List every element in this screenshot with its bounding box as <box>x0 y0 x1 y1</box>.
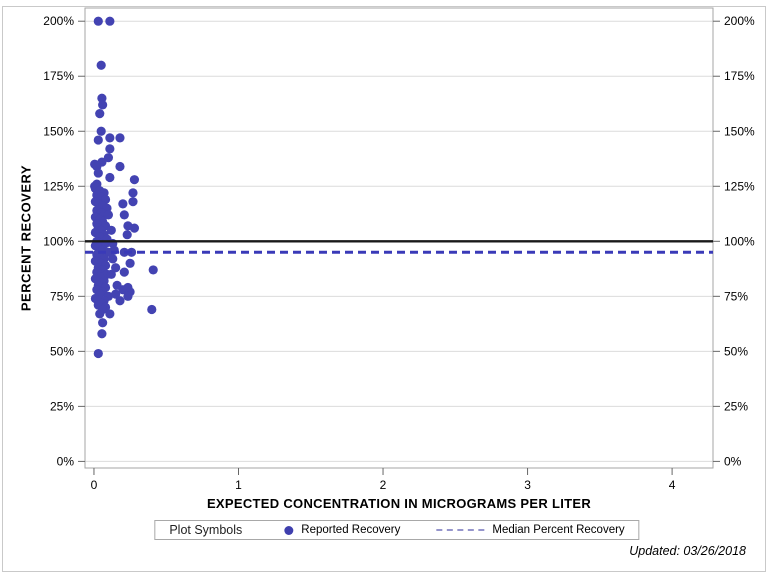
svg-text:125%: 125% <box>43 179 74 193</box>
svg-text:50%: 50% <box>50 344 74 358</box>
axis-ticks <box>78 20 720 475</box>
median-line-icon <box>436 529 485 531</box>
svg-text:25%: 25% <box>724 399 748 413</box>
svg-text:200%: 200% <box>43 14 74 28</box>
svg-text:100%: 100% <box>43 234 74 248</box>
svg-text:4: 4 <box>669 478 676 492</box>
svg-text:0%: 0% <box>57 454 75 468</box>
x-axis-title: EXPECTED CONCENTRATION IN MICROGRAMS PER… <box>206 496 592 511</box>
svg-text:0: 0 <box>91 478 98 492</box>
legend-item-label: Median Percent Recovery <box>492 524 625 536</box>
svg-text:2: 2 <box>380 478 387 492</box>
svg-text:125%: 125% <box>724 179 755 193</box>
plot-frame <box>84 7 714 469</box>
tick-labels: 0% 0% 25% 25% 50% 50% 75% 75% 100% 100% 125% 125% 15… <box>43 14 755 492</box>
svg-text:175%: 175% <box>724 69 755 83</box>
legend: Plot Symbols Reported Recovery Median Pe… <box>154 520 640 540</box>
legend-title: Plot Symbols <box>169 523 243 537</box>
svg-text:150%: 150% <box>724 124 755 138</box>
svg-text:3: 3 <box>524 478 531 492</box>
svg-text:200%: 200% <box>724 14 755 28</box>
svg-text:75%: 75% <box>50 289 74 303</box>
legend-item-median-percent-recovery: Median Percent Recovery <box>436 524 625 536</box>
legend-item-label: Reported Recovery <box>301 524 401 536</box>
updated-timestamp: Updated: 03/26/2018 <box>629 544 746 558</box>
legend-item-reported-recovery: Reported Recovery <box>284 524 400 536</box>
svg-text:175%: 175% <box>43 69 74 83</box>
reported-recovery-marker-icon <box>284 525 294 535</box>
svg-text:75%: 75% <box>724 289 748 303</box>
svg-text:0%: 0% <box>724 454 742 468</box>
svg-text:150%: 150% <box>43 124 74 138</box>
svg-text:50%: 50% <box>724 344 748 358</box>
y-axis-title: PERCENT RECOVERY <box>18 164 34 312</box>
svg-text:100%: 100% <box>724 234 755 248</box>
scatter-points <box>90 16 158 359</box>
svg-text:25%: 25% <box>50 399 74 413</box>
svg-text:1: 1 <box>235 478 242 492</box>
